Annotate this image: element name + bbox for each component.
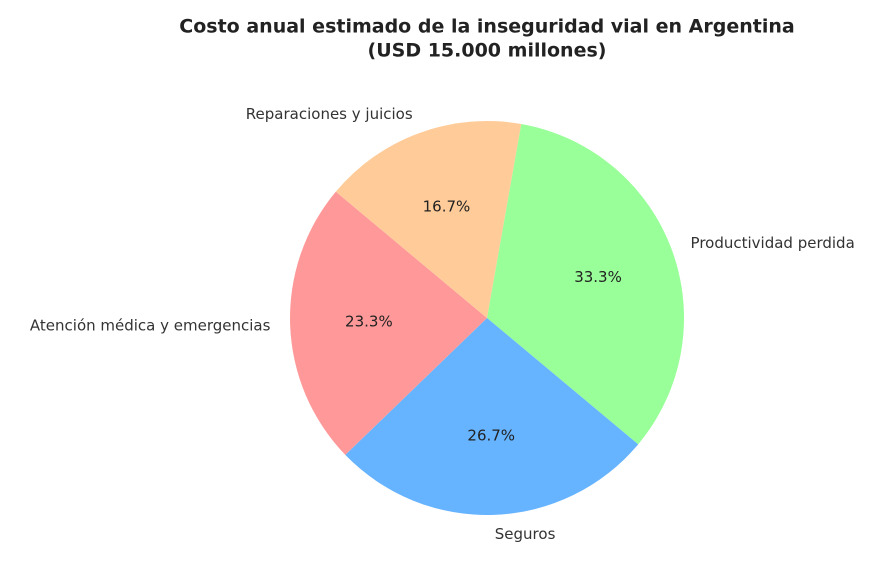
slice-label: Seguros (495, 525, 556, 543)
slice-value-label: 23.3% (345, 313, 393, 331)
pie-slice (487, 123, 685, 445)
pie-slice (335, 121, 522, 319)
slice-value-label: 33.3% (574, 268, 622, 286)
slice-label: Atención médica y emergencias (30, 316, 271, 334)
slice-label: Reparaciones y juicios (246, 105, 413, 123)
slice-label: Productividad perdida (691, 234, 855, 252)
chart-subtitle: (USD 15.000 millones) (368, 40, 607, 62)
pie-slice (345, 318, 639, 515)
pie-slice (290, 191, 487, 455)
slice-value-label: 26.7% (467, 427, 515, 445)
slice-value-label: 16.7% (423, 197, 471, 215)
chart-title: Costo anual estimado de la inseguridad v… (179, 16, 794, 38)
